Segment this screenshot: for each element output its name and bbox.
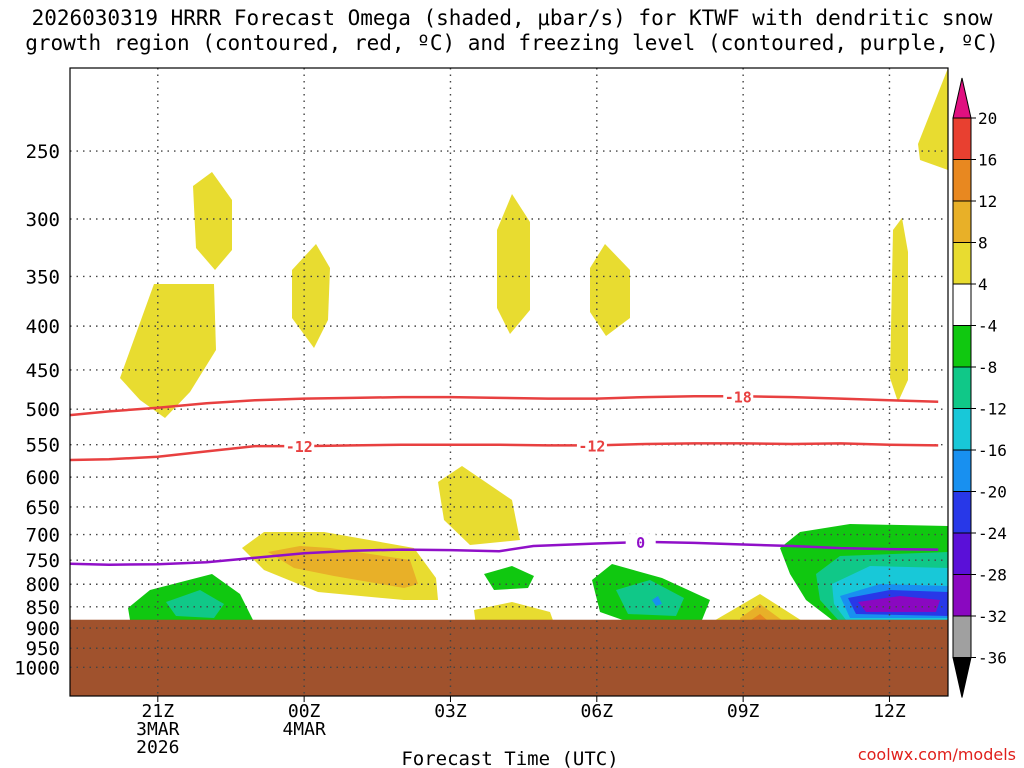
- chart-title-line1: 2026030319 HRRR Forecast Omega (shaded, …: [31, 6, 993, 30]
- y-tick-label-400: 400: [26, 316, 60, 338]
- colorbar-segment-0: [952, 117, 972, 160]
- x-tick-label-12Z: 12Z: [873, 701, 906, 722]
- x-axis-label: Forecast Time (UTC): [401, 748, 618, 768]
- colorbar-label-13: -36: [978, 649, 1007, 668]
- colorbar-label-5: -4: [978, 317, 997, 336]
- y-tick-label-600: 600: [26, 467, 60, 489]
- omega-teal-21z: [166, 590, 224, 618]
- contour-layer: -18 -12 -12 0: [69, 388, 939, 566]
- y-tick-label-850: 850: [26, 597, 60, 619]
- omega-yellow-upper-left: [120, 284, 216, 418]
- colorbar-label-3: 8: [978, 234, 988, 253]
- colorbar-label-4: 4: [978, 275, 988, 294]
- colorbar-bottom-arrow: [952, 657, 972, 698]
- x-tick-label-06Z: 06Z: [581, 701, 614, 722]
- omega-teal-07z: [616, 580, 684, 616]
- isotherm-label--12-1: -12: [578, 437, 605, 455]
- colorbar-label-12: -32: [978, 607, 1007, 626]
- colorbar-segment-12: [952, 615, 972, 658]
- colorbar-label-1: 16: [978, 151, 997, 170]
- y-tick-label-350: 350: [26, 266, 60, 288]
- x-tick-sublabel-21Z: 3MAR: [136, 719, 180, 740]
- colorbar-label-7: -12: [978, 400, 1007, 419]
- omega-yellow-03z-mid: [438, 466, 520, 545]
- omega-yellow-top-right: [918, 68, 948, 170]
- colorbar-segment-8: [952, 449, 972, 492]
- colorbar-label-8: -16: [978, 441, 1007, 460]
- colorbar-label-10: -24: [978, 524, 1007, 543]
- y-tick-label-950: 950: [26, 638, 60, 660]
- colorbar-top-arrow: [952, 77, 972, 119]
- plot-frame: [69, 67, 949, 697]
- chart-title: 2026030319 HRRR Forecast Omega (shaded, …: [0, 6, 1024, 56]
- colorbar-segment-4: [952, 283, 972, 326]
- isotherm-label-0-0: 0: [636, 534, 645, 552]
- y-tick-label-250: 250: [26, 141, 60, 163]
- colorbar-segment-5: [952, 325, 972, 368]
- y-tick-label-550: 550: [26, 435, 60, 457]
- x-tick-label-21Z: 21Z: [142, 701, 175, 722]
- colorbar-label-9: -20: [978, 483, 1007, 502]
- colorbar-segment-1: [952, 159, 972, 202]
- y-tick-label-900: 900: [26, 618, 60, 640]
- y-tick-label-650: 650: [26, 497, 60, 519]
- colorbar-segment-6: [952, 366, 972, 409]
- x-tick-label-09Z: 09Z: [727, 701, 760, 722]
- isotherm-label--18-0: -18: [725, 388, 752, 406]
- omega-yellow-06z: [590, 244, 630, 336]
- colorbar-label-2: 12: [978, 192, 997, 211]
- colorbar-segment-2: [952, 200, 972, 243]
- colorbar-label-6: -8: [978, 358, 997, 377]
- y-tick-label-500: 500: [26, 399, 60, 421]
- y-tick-label-700: 700: [26, 525, 60, 547]
- colorbar-segment-9: [952, 491, 972, 534]
- omega-yellow-04z: [497, 194, 530, 334]
- omega-yellow-00z: [292, 244, 330, 348]
- y-tick-label-1000: 1000: [14, 657, 60, 679]
- isotherm-0: [69, 540, 939, 566]
- y-tick-label-800: 800: [26, 574, 60, 596]
- terrain-layer: [70, 619, 948, 696]
- colorbar-label-11: -28: [978, 566, 1007, 585]
- y-tick-label-300: 300: [26, 209, 60, 231]
- y-tick-label-750: 750: [26, 550, 60, 572]
- omega-orange-2230z-low: [268, 546, 418, 588]
- omega-shading-layer: [120, 68, 948, 626]
- omega-yellow-12z-upper: [890, 218, 908, 402]
- x-tick-sublabel-00Z: 4MAR: [282, 719, 326, 740]
- omega-yellow-tower-21z: [193, 172, 232, 270]
- isotherm--12: [69, 442, 939, 462]
- grid-layer: [70, 68, 948, 696]
- colorbar-segment-11: [952, 574, 972, 617]
- isotherm-label-bg--12-0: [284, 438, 315, 455]
- axis-layer: 2503003504004505005506006507007508008509…: [14, 67, 949, 758]
- colorbar-segment-3: [952, 242, 972, 285]
- colorbar-segment-10: [952, 532, 972, 575]
- terrain-fill: [70, 619, 948, 696]
- omega-cyan-07z: [652, 596, 662, 606]
- x-tick-year-21Z: 2026: [136, 737, 179, 758]
- isotherm-label-bg--18-0: [723, 388, 754, 405]
- chart-title-line2: growth region (contoured, red, ºC) and f…: [25, 31, 999, 55]
- colorbar-label-0: 20: [978, 109, 997, 128]
- x-tick-label-00Z: 00Z: [288, 701, 321, 722]
- omega-purple-12z: [858, 596, 940, 612]
- colorbar-segment-7: [952, 408, 972, 451]
- isotherm-label--12-0: -12: [286, 438, 313, 456]
- y-tick-label-450: 450: [26, 360, 60, 382]
- colorbar: 20 16 12 8 4 -4 -8 -12 -16 -20 -24 -28 -32 -36: [952, 77, 1007, 698]
- x-tick-label-03Z: 03Z: [434, 701, 467, 722]
- watermark-link[interactable]: coolwx.com/models: [857, 745, 1016, 764]
- omega-green-0330z: [484, 566, 534, 590]
- isotherm-label-bg-0-0: [625, 534, 656, 551]
- isotherm-label-bg--12-1: [576, 437, 607, 454]
- isotherm--18: [69, 395, 939, 417]
